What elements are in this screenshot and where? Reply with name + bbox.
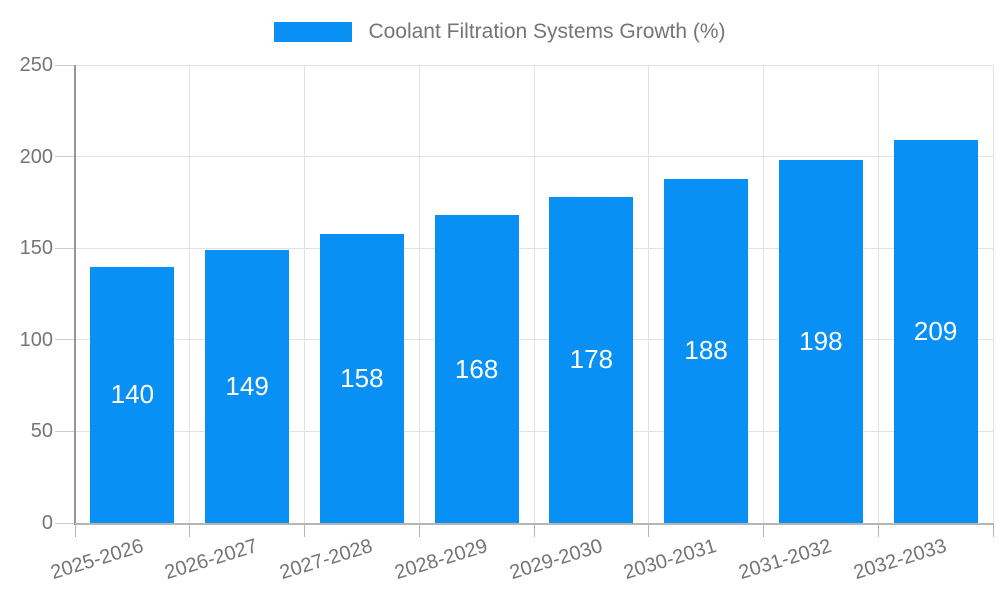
x-axis-tick bbox=[533, 523, 535, 537]
x-axis-tick bbox=[992, 523, 994, 537]
bar[interactable]: 140 bbox=[90, 266, 175, 523]
y-tick-label: 0 bbox=[41, 512, 53, 534]
bar[interactable]: 158 bbox=[319, 233, 404, 523]
y-axis-tick bbox=[55, 64, 74, 66]
gridline-vertical bbox=[418, 65, 420, 523]
bar-value-label: 198 bbox=[799, 326, 843, 357]
bar[interactable]: 168 bbox=[434, 215, 519, 523]
bar-value-label: 140 bbox=[110, 379, 155, 410]
gridline-vertical bbox=[763, 65, 764, 523]
x-axis-tick bbox=[877, 523, 879, 537]
bar-value-label: 178 bbox=[569, 344, 614, 375]
gridline-vertical bbox=[648, 65, 650, 523]
y-axis-tick bbox=[55, 522, 74, 524]
y-tick-label: 150 bbox=[19, 237, 53, 260]
bar-value-label: 168 bbox=[454, 353, 499, 384]
y-axis-tick bbox=[55, 339, 74, 341]
x-tick-label: 2027-2028 bbox=[277, 535, 376, 585]
x-tick-label: 2032-2033 bbox=[851, 535, 950, 585]
x-tick-label: 2030-2031 bbox=[621, 535, 720, 585]
bar-value-label: 149 bbox=[225, 371, 269, 401]
x-tick-label: 2031-2032 bbox=[736, 535, 835, 585]
x-tick-label: 2026-2027 bbox=[162, 535, 261, 585]
x-axis-tick bbox=[74, 523, 76, 537]
y-tick-label: 250 bbox=[19, 54, 53, 76]
legend-swatch[interactable] bbox=[274, 22, 353, 42]
y-axis-tick bbox=[55, 430, 74, 432]
x-tick-label: 2025-2026 bbox=[47, 535, 146, 585]
x-axis-tick bbox=[648, 523, 650, 537]
bar[interactable]: 149 bbox=[205, 250, 290, 523]
x-axis-line bbox=[75, 523, 993, 525]
x-axis-tick bbox=[418, 523, 420, 537]
y-axis-tick bbox=[55, 156, 74, 158]
legend: Coolant Filtration Systems Growth (%) bbox=[0, 20, 1000, 44]
gridline-vertical bbox=[992, 65, 994, 523]
bar[interactable]: 198 bbox=[778, 160, 863, 523]
y-tick-label: 100 bbox=[19, 328, 53, 351]
bar-value-label: 158 bbox=[340, 362, 384, 393]
gridline-vertical bbox=[304, 65, 305, 523]
bar-value-label: 188 bbox=[684, 335, 728, 366]
x-tick-label: 2028-2029 bbox=[392, 535, 491, 585]
x-axis-tick bbox=[304, 523, 305, 537]
bar-value-label: 209 bbox=[913, 316, 958, 347]
y-axis-tick bbox=[55, 247, 74, 249]
bar[interactable]: 178 bbox=[549, 196, 634, 523]
x-axis-tick bbox=[763, 523, 764, 537]
x-tick-label: 2029-2030 bbox=[506, 535, 605, 585]
bar[interactable]: 188 bbox=[664, 178, 749, 523]
y-tick-label: 50 bbox=[30, 420, 53, 443]
y-axis-line bbox=[74, 65, 76, 525]
gridline-vertical bbox=[877, 65, 879, 523]
legend-label: Coolant Filtration Systems Growth (%) bbox=[368, 20, 726, 43]
bar[interactable]: 209 bbox=[893, 140, 978, 523]
gridline-vertical bbox=[189, 65, 191, 523]
x-axis-tick bbox=[189, 523, 191, 537]
y-tick-label: 200 bbox=[19, 145, 53, 168]
gridline-vertical bbox=[533, 65, 535, 523]
